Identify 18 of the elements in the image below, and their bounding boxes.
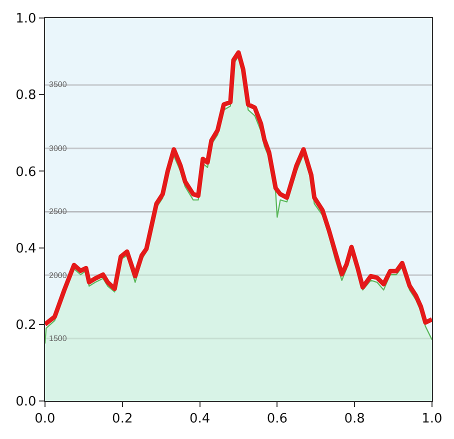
x-tick-label: 1.0 — [422, 412, 442, 427]
x-tick-label: 0.4 — [189, 412, 210, 427]
y2-tick-label: 2500 — [49, 207, 68, 216]
x-tick-label: 0.0 — [34, 412, 56, 427]
x-tick-label: 0.8 — [344, 412, 365, 427]
x-tick-label: 0.6 — [266, 412, 288, 427]
y-tick-label: 0.4 — [16, 241, 36, 256]
y2-tick-label: 1500 — [49, 334, 68, 343]
y-tick-label: 0.2 — [16, 318, 36, 333]
y-tick-label: 1.0 — [16, 12, 36, 27]
y2-tick-label: 3000 — [49, 144, 68, 153]
x-tick-label: 0.2 — [112, 412, 133, 427]
y-tick-label: 0.0 — [16, 394, 36, 410]
y2-tick-label: 2000 — [49, 271, 68, 280]
y2-tick-label: 3500 — [49, 80, 68, 89]
y-tick-label: 0.6 — [16, 164, 36, 180]
y-tick-label: 0.8 — [16, 88, 36, 104]
line-series — [45, 50, 432, 327]
